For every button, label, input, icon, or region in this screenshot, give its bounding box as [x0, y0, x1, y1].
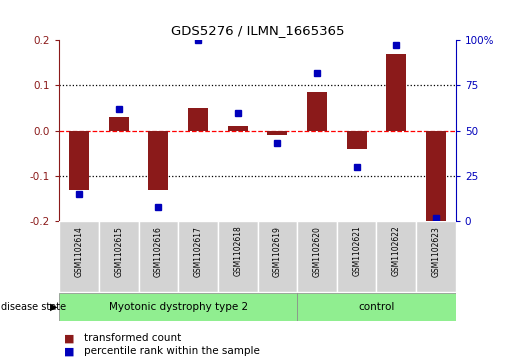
Text: GSM1102616: GSM1102616: [154, 226, 163, 277]
Bar: [69, 131, 89, 189]
Bar: [178, 221, 218, 292]
Bar: [347, 131, 367, 149]
Text: GSM1102621: GSM1102621: [352, 226, 361, 277]
Bar: [307, 92, 327, 131]
Bar: [267, 131, 287, 135]
Text: GSM1102615: GSM1102615: [114, 226, 123, 277]
Text: GSM1102618: GSM1102618: [233, 226, 242, 277]
Bar: [188, 108, 208, 131]
Text: disease state: disease state: [1, 302, 65, 312]
Bar: [218, 221, 258, 292]
Text: GSM1102619: GSM1102619: [273, 226, 282, 277]
Text: ▶: ▶: [50, 302, 58, 312]
Bar: [258, 221, 297, 292]
Bar: [426, 131, 446, 221]
Bar: [148, 131, 168, 189]
Bar: [228, 126, 248, 131]
Bar: [297, 293, 456, 321]
Bar: [109, 117, 129, 131]
Bar: [297, 221, 337, 292]
Text: ■: ■: [64, 346, 75, 356]
Text: Myotonic dystrophy type 2: Myotonic dystrophy type 2: [109, 302, 248, 312]
Text: GSM1102623: GSM1102623: [432, 226, 440, 277]
Bar: [376, 221, 416, 292]
Text: transformed count: transformed count: [84, 333, 181, 343]
Bar: [386, 54, 406, 131]
Text: GSM1102620: GSM1102620: [313, 226, 321, 277]
Text: GSM1102617: GSM1102617: [194, 226, 202, 277]
Text: control: control: [358, 302, 394, 312]
Text: GSM1102622: GSM1102622: [392, 226, 401, 277]
Text: percentile rank within the sample: percentile rank within the sample: [84, 346, 260, 356]
Bar: [59, 293, 297, 321]
Text: GSM1102614: GSM1102614: [75, 226, 83, 277]
Title: GDS5276 / ILMN_1665365: GDS5276 / ILMN_1665365: [171, 24, 344, 37]
Text: ■: ■: [64, 333, 75, 343]
Bar: [99, 221, 139, 292]
Bar: [337, 221, 376, 292]
Bar: [59, 221, 99, 292]
Bar: [139, 221, 178, 292]
Bar: [416, 221, 456, 292]
